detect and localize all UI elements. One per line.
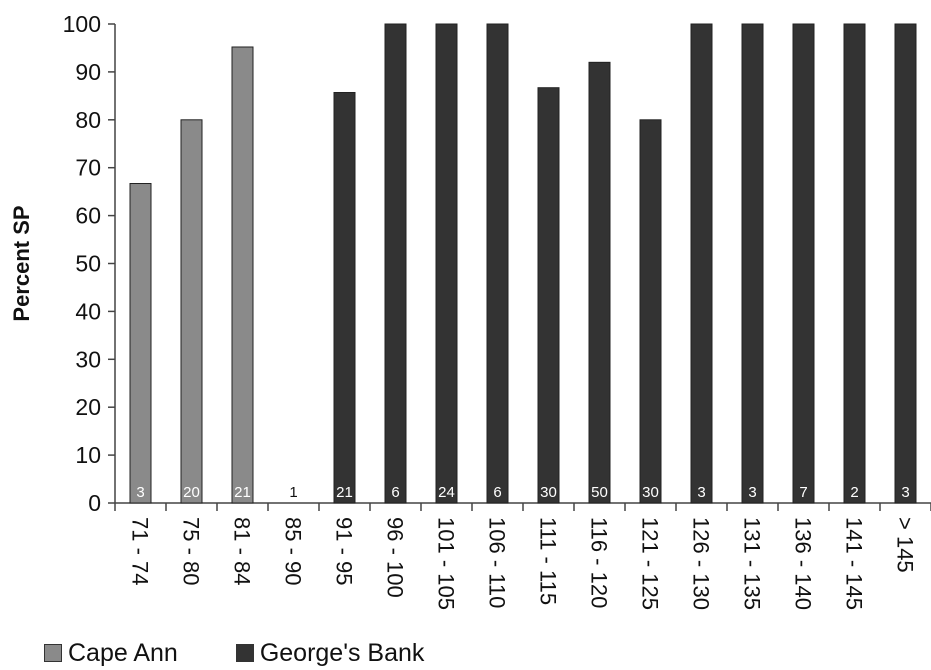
- bar-georges-bank: [486, 23, 509, 504]
- y-tick-label: 80: [75, 107, 101, 133]
- x-tick-label: 91 - 95: [332, 517, 357, 586]
- legend-item-georges-bank: George's Bank: [235, 638, 425, 668]
- sample-size-label: 3: [697, 484, 705, 501]
- bar-cape-ann: [231, 46, 254, 504]
- legend-swatch-cape-ann: [44, 644, 62, 662]
- y-axis-label: Percent SP: [9, 205, 34, 321]
- x-tick-label: 131 - 135: [740, 517, 765, 610]
- bar-georges-bank: [690, 23, 713, 504]
- y-axis-label-group: Percent SP: [9, 205, 34, 321]
- x-tick-label: 75 - 80: [179, 517, 204, 586]
- y-tick-label: 30: [75, 346, 101, 372]
- legend-item-cape-ann: Cape Ann: [44, 639, 178, 668]
- sample-size-label: 3: [748, 484, 756, 501]
- bar-cape-ann: [180, 119, 203, 504]
- x-tick-label: 136 - 140: [791, 517, 816, 610]
- x-tick-label: 126 - 130: [689, 517, 714, 610]
- sample-size-label: 7: [799, 484, 807, 501]
- bar-georges-bank: [741, 23, 764, 504]
- legend-label-cape-ann: Cape Ann: [68, 638, 178, 667]
- y-tick-label: 10: [75, 442, 101, 468]
- x-tick-label: 141 - 145: [842, 517, 867, 610]
- bars: [129, 23, 917, 504]
- y-tick-label: 60: [75, 203, 101, 229]
- sample-size-label: 50: [591, 484, 608, 501]
- y-tick-label: 40: [75, 298, 101, 324]
- sample-size-label: 6: [493, 484, 501, 501]
- bar-georges-bank: [384, 23, 407, 504]
- sample-size-label: 30: [540, 484, 557, 501]
- sample-size-label: 30: [642, 484, 659, 501]
- legend: Cape Ann George's Bank: [44, 636, 482, 670]
- y-tick-label: 90: [75, 59, 101, 85]
- sample-size-label: 6: [391, 484, 399, 501]
- bar-georges-bank: [639, 119, 662, 504]
- bar-cape-ann: [129, 183, 152, 504]
- x-tick-label: 71 - 74: [128, 517, 153, 586]
- bar-georges-bank: [894, 23, 917, 504]
- sample-size-label: 3: [901, 484, 909, 501]
- legend-label-georges-bank: George's Bank: [259, 638, 425, 667]
- bar-georges-bank: [537, 87, 560, 504]
- bar-georges-bank: [333, 91, 356, 504]
- y-tick-label: 100: [63, 11, 101, 37]
- x-tick-label: 96 - 100: [383, 517, 408, 598]
- sample-size-label: 20: [183, 484, 200, 501]
- x-tick-label: 121 - 125: [638, 517, 663, 610]
- bar-georges-bank: [435, 23, 458, 504]
- y-tick-label: 20: [75, 394, 101, 420]
- x-tick-label: 116 - 120: [587, 517, 612, 608]
- bar-georges-bank: [843, 23, 866, 504]
- bar-georges-bank: [588, 61, 611, 504]
- y-tick-label: 50: [75, 251, 101, 277]
- sample-size-label: 21: [336, 484, 353, 501]
- sample-size-label: 21: [234, 484, 251, 501]
- sample-size-label: 2: [850, 484, 858, 501]
- sample-size-label: 1: [289, 484, 297, 501]
- x-tick-label: > 145: [893, 517, 918, 573]
- y-tick-label: 0: [88, 490, 101, 516]
- x-tick-label: 85 - 90: [281, 517, 306, 586]
- labels: 3 20 21 1 21 6 24 6 30 50 30 3 3 7 2 3 71 - 74 75 - 80 81 …: [128, 484, 918, 610]
- x-tick-label: 111 - 115: [536, 517, 561, 605]
- legend-swatch-georges-bank: [235, 644, 254, 662]
- bar-georges-bank: [792, 23, 815, 504]
- x-tick-label: 106 - 110: [485, 517, 510, 608]
- y-tick-label: 70: [75, 155, 101, 181]
- sample-size-label: 24: [438, 484, 455, 501]
- x-tick-label: 81 - 84: [230, 517, 255, 586]
- sample-size-label: 3: [136, 484, 144, 501]
- x-tick-label: 101 - 105: [434, 517, 459, 610]
